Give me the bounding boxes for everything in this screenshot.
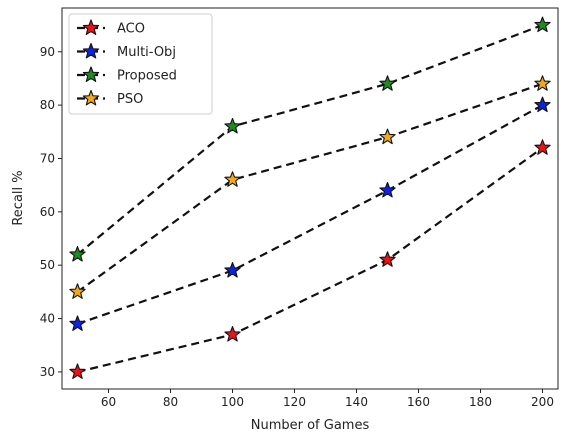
series-markers [69, 16, 551, 379]
x-tick-label: 100 [221, 395, 244, 409]
data-point-multi-obj [534, 96, 551, 113]
data-point-pso [69, 283, 86, 299]
x-tick-label: 160 [407, 395, 430, 409]
legend-marker-pso [82, 89, 100, 106]
legend-marker-proposed [82, 66, 100, 83]
data-point-proposed [379, 75, 396, 91]
legend-box [68, 13, 213, 115]
legend-marker-multi-obj [82, 42, 100, 59]
legend: ACO Multi-Obj Proposed PSO [68, 13, 213, 115]
x-axis: 60 80 100 120 140 160 180 200 [101, 389, 554, 409]
data-point-pso [224, 171, 241, 187]
y-tick-label: 90 [40, 45, 55, 59]
series-line-proposed [76, 24, 543, 256]
y-axis-label: Recall % [11, 170, 26, 225]
data-point-pso [379, 128, 396, 145]
legend-label-proposed: Proposed [117, 69, 177, 84]
legend-label-multi-obj: Multi-Obj [117, 45, 176, 60]
y-tick-label: 40 [40, 312, 55, 326]
x-axis-label: Number of Games [251, 418, 370, 433]
y-tick-label: 50 [40, 258, 55, 272]
data-point-proposed [534, 16, 551, 33]
x-tick-label: 120 [283, 395, 306, 409]
series-line-multi-obj [77, 104, 544, 325]
legend-label-pso: PSO [117, 92, 143, 107]
x-tick-label: 140 [345, 395, 368, 409]
data-point-proposed [69, 245, 86, 262]
series-lines [76, 24, 544, 373]
data-point-multi-obj [224, 261, 241, 278]
data-point-pso [534, 75, 551, 91]
x-tick-label: 180 [469, 395, 492, 409]
data-point-aco [534, 139, 551, 155]
legend-label-aco: ACO [117, 22, 145, 37]
data-point-aco [69, 363, 86, 379]
y-tick-label: 60 [40, 205, 55, 219]
data-point-aco [379, 251, 396, 267]
y-axis: 30 40 50 60 70 80 90 [40, 45, 62, 379]
series-line-aco [77, 146, 544, 373]
data-point-aco [224, 326, 241, 342]
y-tick-label: 70 [40, 151, 55, 165]
x-tick-label: 80 [163, 395, 178, 409]
data-point-multi-obj [379, 181, 396, 198]
data-point-multi-obj [69, 315, 86, 331]
x-tick-label: 200 [531, 395, 554, 409]
x-tick-label: 60 [101, 395, 116, 409]
data-point-proposed [224, 117, 241, 134]
y-tick-label: 30 [40, 365, 55, 379]
series-line-pso [76, 82, 543, 293]
legend-marker-aco [82, 19, 100, 36]
y-tick-label: 80 [40, 98, 55, 112]
